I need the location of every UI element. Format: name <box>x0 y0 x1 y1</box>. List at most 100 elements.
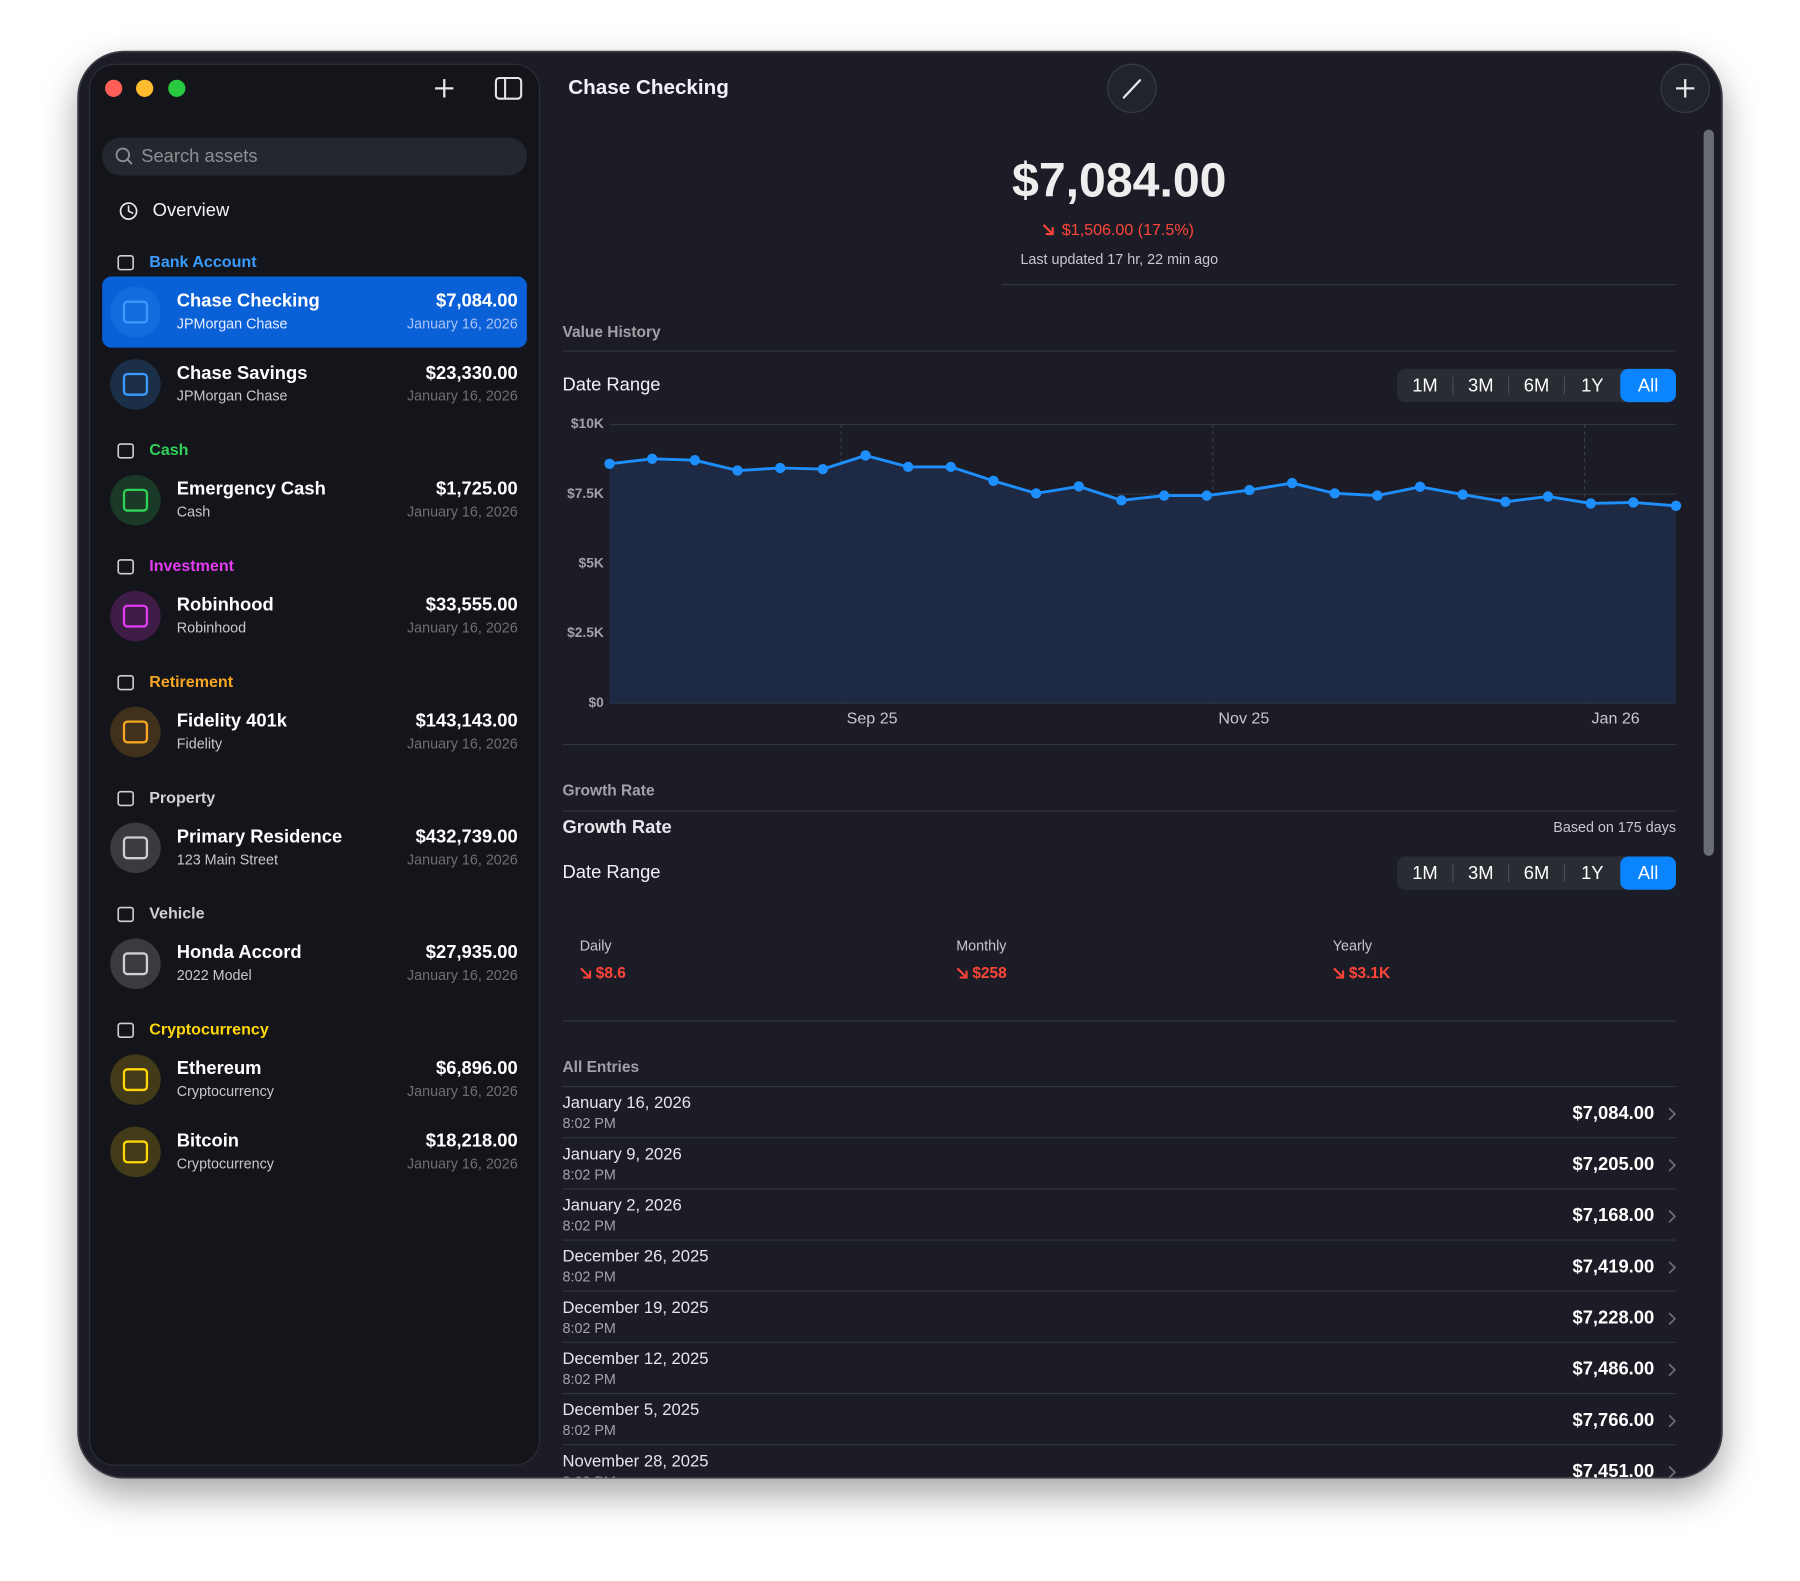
asset-row[interactable]: Fidelity 401k Fidelity $143,143.00 January … <box>110 706 518 758</box>
entry-date: December 19, 2025 <box>563 1298 709 1317</box>
asset-row[interactable]: Robinhood Robinhood $33,555.00 January 16, … <box>110 590 518 642</box>
range-label: All <box>1638 862 1658 883</box>
asset-row[interactable]: Bitcoin Cryptocurrency $18,218.00 January 1… <box>110 1126 518 1178</box>
data-point <box>817 463 829 475</box>
section-title: Value History <box>563 324 662 341</box>
range-button[interactable]: 1M <box>1412 374 1438 395</box>
data-point <box>1158 490 1170 501</box>
asset-row[interactable]: Primary Residence 123 Main Street $432,739… <box>110 822 518 874</box>
growth-title: Growth Rate <box>563 816 672 837</box>
range-button[interactable]: 3M <box>1452 862 1494 883</box>
data-point <box>1201 490 1212 501</box>
asset-subtitle: Cryptocurrency <box>177 1084 275 1100</box>
down-arrow <box>1042 224 1054 236</box>
asset-row[interactable]: Chase Checking JPMorgan Chase $7,084.00 Jan… <box>102 276 527 348</box>
data-point <box>1073 481 1084 492</box>
data-point <box>1414 481 1426 492</box>
window-control[interactable] <box>136 79 154 97</box>
entry-row[interactable]: January 16, 2026 8:02 PM $7,084.00 <box>562 1093 1677 1139</box>
window-control[interactable] <box>168 79 186 97</box>
entry-row[interactable]: December 26, 2025 8:02 PM $7,419.00 <box>562 1247 1677 1292</box>
range-control <box>1397 368 1677 403</box>
asset-subtitle: 123 Main Street <box>177 852 278 868</box>
entry-value: $7,228.00 <box>1572 1307 1654 1328</box>
range-button[interactable]: 6M <box>1508 374 1550 395</box>
value-change: $1,506.00 (17.5%) <box>1062 221 1194 239</box>
chevron <box>1668 1158 1677 1172</box>
group-icon <box>117 906 134 923</box>
value-line <box>609 454 1677 508</box>
asset-value: $7,084.00 <box>436 290 518 311</box>
asset-subtitle: JPMorgan Chase <box>177 316 288 332</box>
group-icon <box>117 1022 134 1038</box>
asset-icon <box>110 1054 161 1105</box>
asset-value: $18,218.00 <box>426 1129 518 1150</box>
range-button[interactable]: 1M <box>1412 862 1438 883</box>
range-selected <box>1620 856 1677 890</box>
range-button[interactable]: 1Y <box>1563 374 1604 395</box>
range-button[interactable]: 1Y <box>1563 862 1604 883</box>
entry-row[interactable]: December 5, 2025 8:02 PM $7,766.00 <box>562 1400 1677 1446</box>
value-area <box>609 455 1677 704</box>
group-label: Investment <box>149 557 234 575</box>
search-field[interactable] <box>102 137 527 176</box>
y-tick-label: $10K <box>571 416 604 431</box>
asset-row[interactable]: Emergency Cash Cash $1,725.00 January 16, 2… <box>110 474 518 526</box>
y-tick-label: $0 <box>589 695 605 710</box>
asset-value: $33,555.00 <box>426 594 518 615</box>
asset-date: January 16, 2026 <box>407 968 518 984</box>
entry-row[interactable]: January 9, 2026 8:02 PM $7,205.00 <box>562 1144 1677 1190</box>
entry-row[interactable]: December 12, 2025 8:02 PM $7,486.00 <box>562 1349 1677 1395</box>
asset-icon <box>110 474 161 526</box>
asset-row[interactable]: Honda Accord 2022 Model $27,935.00 January … <box>110 938 518 989</box>
y-tick-label: $7.5K <box>567 486 604 501</box>
entry-value: $7,168.00 <box>1572 1204 1654 1225</box>
section-title: Growth Rate <box>563 783 655 800</box>
entry-row[interactable]: November 28, 2025 8:02 PM $7,451.00 <box>563 1451 1677 1496</box>
entry-time: 8:02 PM <box>563 1116 616 1132</box>
growth-basis: Based on 175 days <box>1553 820 1676 836</box>
sidebar <box>88 63 541 1466</box>
asset-subtitle: JPMorgan Chase <box>177 389 288 405</box>
entry-value: $7,451.00 <box>1572 1460 1654 1481</box>
entry-time: 8:02 PM <box>563 1218 616 1234</box>
asset-subtitle: Cryptocurrency <box>177 1156 275 1172</box>
asset-row[interactable]: Chase Savings JPMorgan Chase $23,330.00 Jan… <box>110 359 518 410</box>
chevron <box>1668 1465 1677 1478</box>
entry-date: January 2, 2026 <box>563 1195 682 1214</box>
asset-date: January 16, 2026 <box>407 505 518 521</box>
entry-date: January 16, 2026 <box>563 1093 692 1112</box>
chevron <box>1668 1107 1677 1121</box>
group-icon <box>117 559 134 575</box>
range-button[interactable]: 6M <box>1508 862 1550 883</box>
sidebar-toggle[interactable] <box>494 76 523 100</box>
entry-row[interactable]: January 2, 2026 8:02 PM $7,168.00 <box>562 1195 1677 1241</box>
asset-subtitle: Cash <box>177 505 210 521</box>
range-button[interactable]: All <box>1620 368 1677 403</box>
window-control[interactable] <box>105 79 123 97</box>
range-button[interactable]: 3M <box>1452 374 1494 395</box>
asset-icon-glyph <box>122 488 149 512</box>
range-label: 6M <box>1524 374 1550 395</box>
entry-date: January 9, 2026 <box>563 1144 682 1163</box>
asset-row[interactable]: Ethereum Cryptocurrency $6,896.00 January 1… <box>110 1054 518 1105</box>
asset-date: January 16, 2026 <box>407 1156 518 1172</box>
entry-row[interactable]: December 19, 2025 8:02 PM $7,228.00 <box>562 1298 1677 1343</box>
data-point <box>1329 488 1340 499</box>
asset-date: January 16, 2026 <box>407 736 518 752</box>
entry-date: November 28, 2025 <box>563 1451 709 1470</box>
search-icon-handle <box>126 158 133 165</box>
data-point <box>903 461 914 473</box>
asset-subtitle: Robinhood <box>177 621 246 637</box>
x-tick-label: Jan 26 <box>1592 710 1640 728</box>
range-title: Date Range <box>563 861 661 882</box>
data-point <box>945 461 956 473</box>
range-button[interactable]: All <box>1620 856 1677 890</box>
data-point <box>1030 488 1042 499</box>
add-button[interactable] <box>435 79 454 98</box>
scrollbar <box>1703 129 1714 856</box>
asset-value: $1,725.00 <box>436 478 518 499</box>
data-point <box>860 450 871 461</box>
chevron <box>1668 1210 1677 1223</box>
